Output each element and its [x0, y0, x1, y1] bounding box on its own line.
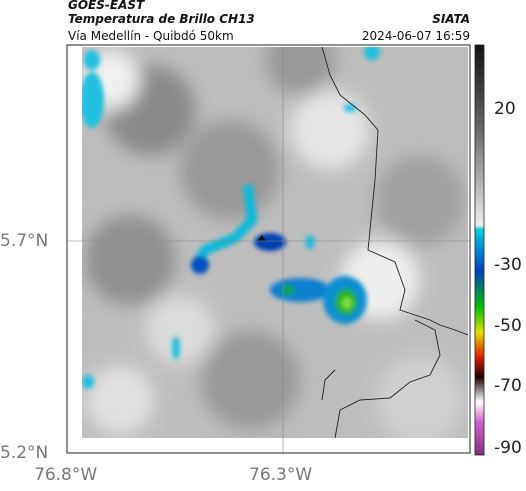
satellite-image	[82, 47, 468, 438]
lat-label: 5.2°N	[0, 443, 49, 463]
colorbar-label: -70	[494, 376, 522, 396]
colorbar-label: -90	[494, 438, 522, 458]
colorbar-label: -30	[494, 255, 522, 275]
lon-label: 76.8°W	[34, 465, 98, 485]
timestamp: 2024-06-07 16:59	[361, 29, 470, 43]
product-title: Temperatura de Brillo CH13	[68, 12, 255, 26]
source: GOES-EAST	[68, 0, 145, 12]
route: Vía Medellín - Quibdó 50km	[68, 29, 234, 43]
org: SIATA	[432, 12, 470, 26]
colorbar-label: -50	[494, 316, 522, 336]
lat-label: 5.7°N	[0, 231, 49, 251]
colorbar-label: 20	[494, 99, 516, 119]
lon-label: 76.3°W	[249, 465, 313, 485]
